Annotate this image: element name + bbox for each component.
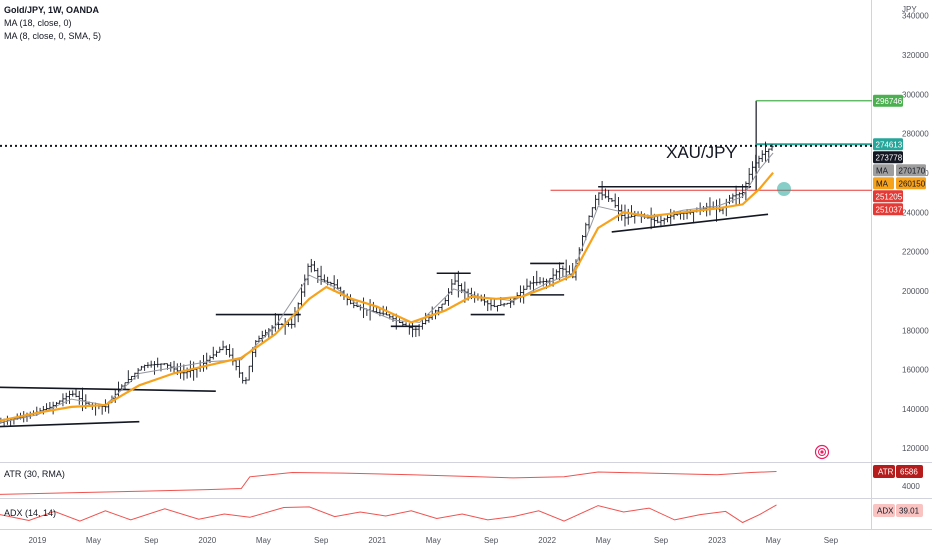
price-tick-label: 180000 <box>902 326 929 335</box>
trendline <box>0 420 140 428</box>
horizontal-levels <box>0 144 872 191</box>
price-tick-label: 160000 <box>902 366 929 375</box>
symbol-title[interactable]: Gold/JPY, 1W, OANDA <box>4 5 100 15</box>
price-badge-value: 260150 <box>899 179 926 188</box>
price-badge <box>896 164 926 177</box>
atr-line <box>0 471 777 495</box>
adx-badge-label: ADX <box>877 507 894 516</box>
price-badge <box>873 151 903 164</box>
atr-badge: ATR 6586 <box>873 465 923 478</box>
price-badges: 296746 274613 273778 MA 270170 MA 260150 251205… <box>873 94 926 216</box>
price-badge-value: 274613 <box>876 140 903 149</box>
price-badge-value: 296746 <box>876 97 903 106</box>
atr-axis-tick: 4000 <box>902 482 920 491</box>
time-tick-label: May <box>596 536 611 545</box>
moving-averages <box>0 152 774 424</box>
ma-slow-legend[interactable]: MA (18, close, 0) <box>4 18 72 28</box>
price-badge <box>873 94 903 107</box>
adx-badge: ADX 39.01 <box>873 504 923 517</box>
price-tick-label: 120000 <box>902 444 929 453</box>
price-badge-value: 251205 <box>876 192 903 201</box>
time-axis[interactable]: 2019 May Sep 2020 May Sep 2021 May Sep 2022 May Sep… <box>28 536 838 545</box>
price-tick-label: 140000 <box>902 405 929 414</box>
time-tick-label: Sep <box>484 536 499 545</box>
breakout-marker <box>777 182 791 196</box>
price-tick-label: 220000 <box>902 248 929 257</box>
ma-badge-tag <box>873 164 894 177</box>
indicator-lines <box>0 471 777 524</box>
time-tick-label: Sep <box>824 536 839 545</box>
time-tick-label: Sep <box>654 536 669 545</box>
time-tick-label: Sep <box>144 536 159 545</box>
price-tick-label: 320000 <box>902 51 929 60</box>
xaujpy-annotation: XAU/JPY <box>666 143 737 162</box>
trendlines <box>0 185 769 428</box>
alert-icon[interactable] <box>814 444 830 460</box>
adx-badge-value: 39.01 <box>899 507 920 516</box>
price-tick-label: 280000 <box>902 130 929 139</box>
trendline <box>611 213 769 233</box>
time-tick-label: Sep <box>314 536 329 545</box>
price-tick-label: 240000 <box>902 208 929 217</box>
adx-legend[interactable]: ADX (14, 14) <box>4 508 57 518</box>
ma-fast-legend[interactable]: MA (8, close, 0, SMA, 5) <box>4 31 102 41</box>
time-tick-label: May <box>86 536 101 545</box>
ma-badge-tag <box>873 177 894 190</box>
adx-line <box>0 504 777 524</box>
trendline <box>0 386 216 392</box>
price-tick-label: 340000 <box>902 12 929 21</box>
ma-slow-line <box>0 171 774 422</box>
atr-badge-value: 6586 <box>900 468 918 477</box>
ma-badge-label: MA <box>876 166 889 175</box>
time-tick-label: May <box>256 536 271 545</box>
time-tick-label: May <box>426 536 441 545</box>
time-tick-label: 2023 <box>708 536 726 545</box>
price-tick-label: 200000 <box>902 287 929 296</box>
price-badge-value: 251037 <box>876 205 903 214</box>
time-tick-label: 2020 <box>198 536 216 545</box>
price-badge <box>873 138 903 151</box>
price-badge <box>896 177 926 190</box>
time-tick-label: May <box>766 536 781 545</box>
time-tick-label: 2021 <box>368 536 386 545</box>
price-badge <box>873 190 903 203</box>
atr-badge-label: ATR <box>878 468 894 477</box>
time-tick-label: 2022 <box>538 536 556 545</box>
price-tick-label: 300000 <box>902 90 929 99</box>
price-badge <box>873 203 903 216</box>
time-tick-label: 2019 <box>28 536 46 545</box>
price-badge-value: 273778 <box>876 153 903 162</box>
ma-badge-label: MA <box>876 179 889 188</box>
price-badge-value: 270170 <box>899 166 926 175</box>
currency-label: JPY <box>902 5 917 14</box>
atr-legend[interactable]: ATR (30, RMA) <box>4 469 65 479</box>
